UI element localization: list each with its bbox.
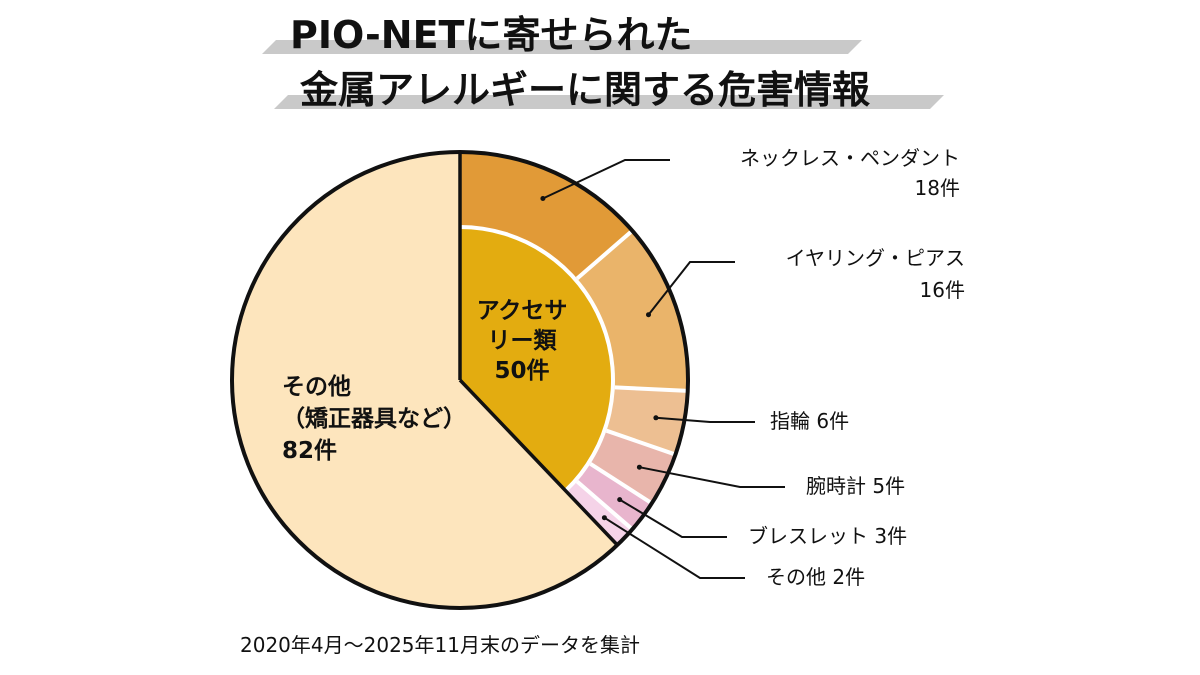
other-label: その他 xyxy=(282,374,351,400)
callout-label: その他 2件 xyxy=(766,565,865,589)
callout-dot xyxy=(636,464,642,470)
callout-label: ネックレス・ペンダント xyxy=(740,146,960,170)
other-label: 82件 xyxy=(282,438,337,464)
data-period-note: 2020年4月〜2025年11月末のデータを集計 xyxy=(240,633,640,657)
callout-label: イヤリング・ピアス xyxy=(786,246,965,270)
callout-leader-line xyxy=(639,466,785,488)
callout-leader-line xyxy=(647,261,735,316)
slice-separator xyxy=(614,385,688,393)
callout-leader-line xyxy=(619,498,727,538)
other-label: （矯正器具など） xyxy=(282,405,466,432)
slice-separator xyxy=(575,479,634,531)
chart-title-line: PIO-NETに寄せられた xyxy=(290,13,692,57)
slice-separator xyxy=(605,428,677,457)
slice-other xyxy=(232,152,618,608)
callout-label: ブレスレット 3件 xyxy=(748,524,907,548)
callout-dot xyxy=(601,515,607,521)
title-underline-bar xyxy=(274,95,944,109)
slice-accessories xyxy=(460,229,611,490)
slice-separator xyxy=(575,229,634,281)
callout-dot xyxy=(646,312,651,318)
accessories-label: リー類 xyxy=(488,328,558,354)
callout-leader-line xyxy=(603,516,745,579)
accessories-label: アクセサ xyxy=(477,298,568,324)
callout-dot xyxy=(617,497,623,503)
callout-label: 腕時計 5件 xyxy=(806,474,905,498)
chart-title-line: 金属アレルギーに関する危害情報 xyxy=(299,68,870,112)
slice-separator xyxy=(589,462,653,505)
callout-label: 16件 xyxy=(920,278,965,302)
title-underline-bar xyxy=(262,40,862,54)
callout-dot xyxy=(653,415,659,421)
slice-border xyxy=(458,378,619,547)
callout-leader-line xyxy=(655,416,755,423)
accessories-label: 50件 xyxy=(494,358,549,384)
callout-dot xyxy=(540,196,546,201)
callout-label: 指輪 6件 xyxy=(770,409,849,433)
callout-leader-line xyxy=(542,159,670,200)
callout-label: 18件 xyxy=(915,176,960,200)
